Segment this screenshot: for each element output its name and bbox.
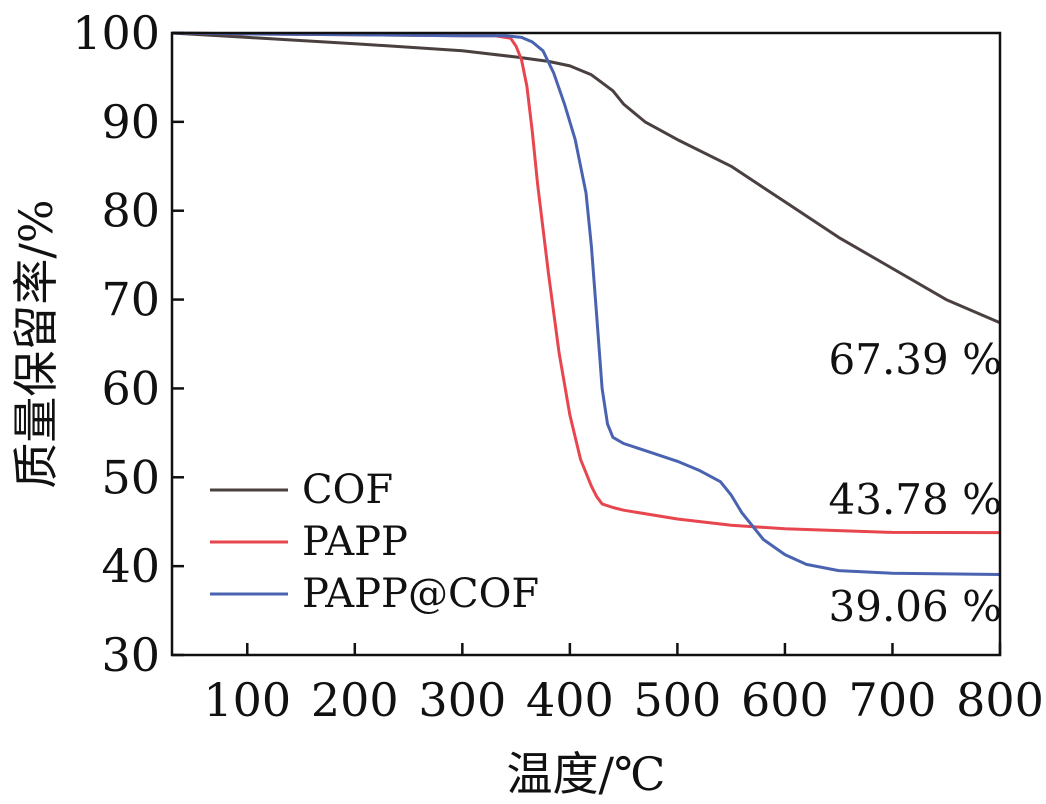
plot-frame <box>170 31 1002 657</box>
y-tick-label: 40 <box>101 539 160 593</box>
legend: COF PAPP PAPP@COF <box>210 467 539 617</box>
x-tick-label: 700 <box>849 673 937 727</box>
series-line-papp <box>171 31 1001 535</box>
x-tick-label: 300 <box>418 673 506 727</box>
y-tick-label: 70 <box>101 273 160 327</box>
y-tick-label: 80 <box>101 184 160 238</box>
x-tick-label: 200 <box>311 673 399 727</box>
y-tick-label: 30 <box>101 628 160 682</box>
x-axis-title: 温度/℃ <box>507 747 666 801</box>
y-tick-label: 100 <box>72 6 160 60</box>
legend-label: PAPP <box>302 519 408 565</box>
series-line-papp-cof <box>171 31 1001 576</box>
y-tick-label: 50 <box>101 450 160 504</box>
series-line-cof <box>171 31 1001 325</box>
tick-layer: 100 200 300 400 500 600 700 800 30 40 50 60 70 80 90 10… <box>72 6 1044 727</box>
y-tick-label: 60 <box>101 361 160 415</box>
x-tick-label: 100 <box>203 673 291 727</box>
annotation-papp-final: 43.78 % <box>829 475 1003 524</box>
x-tick-label: 800 <box>956 673 1044 727</box>
series-layer <box>171 31 1001 576</box>
annotation-pappcof-final: 39.06 % <box>829 582 1003 631</box>
legend-label: PAPP@COF <box>302 571 539 617</box>
x-tick-label: 500 <box>633 673 721 727</box>
legend-label: COF <box>302 467 393 513</box>
y-tick-label: 90 <box>101 95 160 149</box>
x-tick-label: 400 <box>526 673 614 727</box>
y-axis-title: 质量保留率/% <box>9 199 63 488</box>
annotation-cof-final: 67.39 % <box>829 335 1003 384</box>
x-tick-label: 600 <box>741 673 829 727</box>
